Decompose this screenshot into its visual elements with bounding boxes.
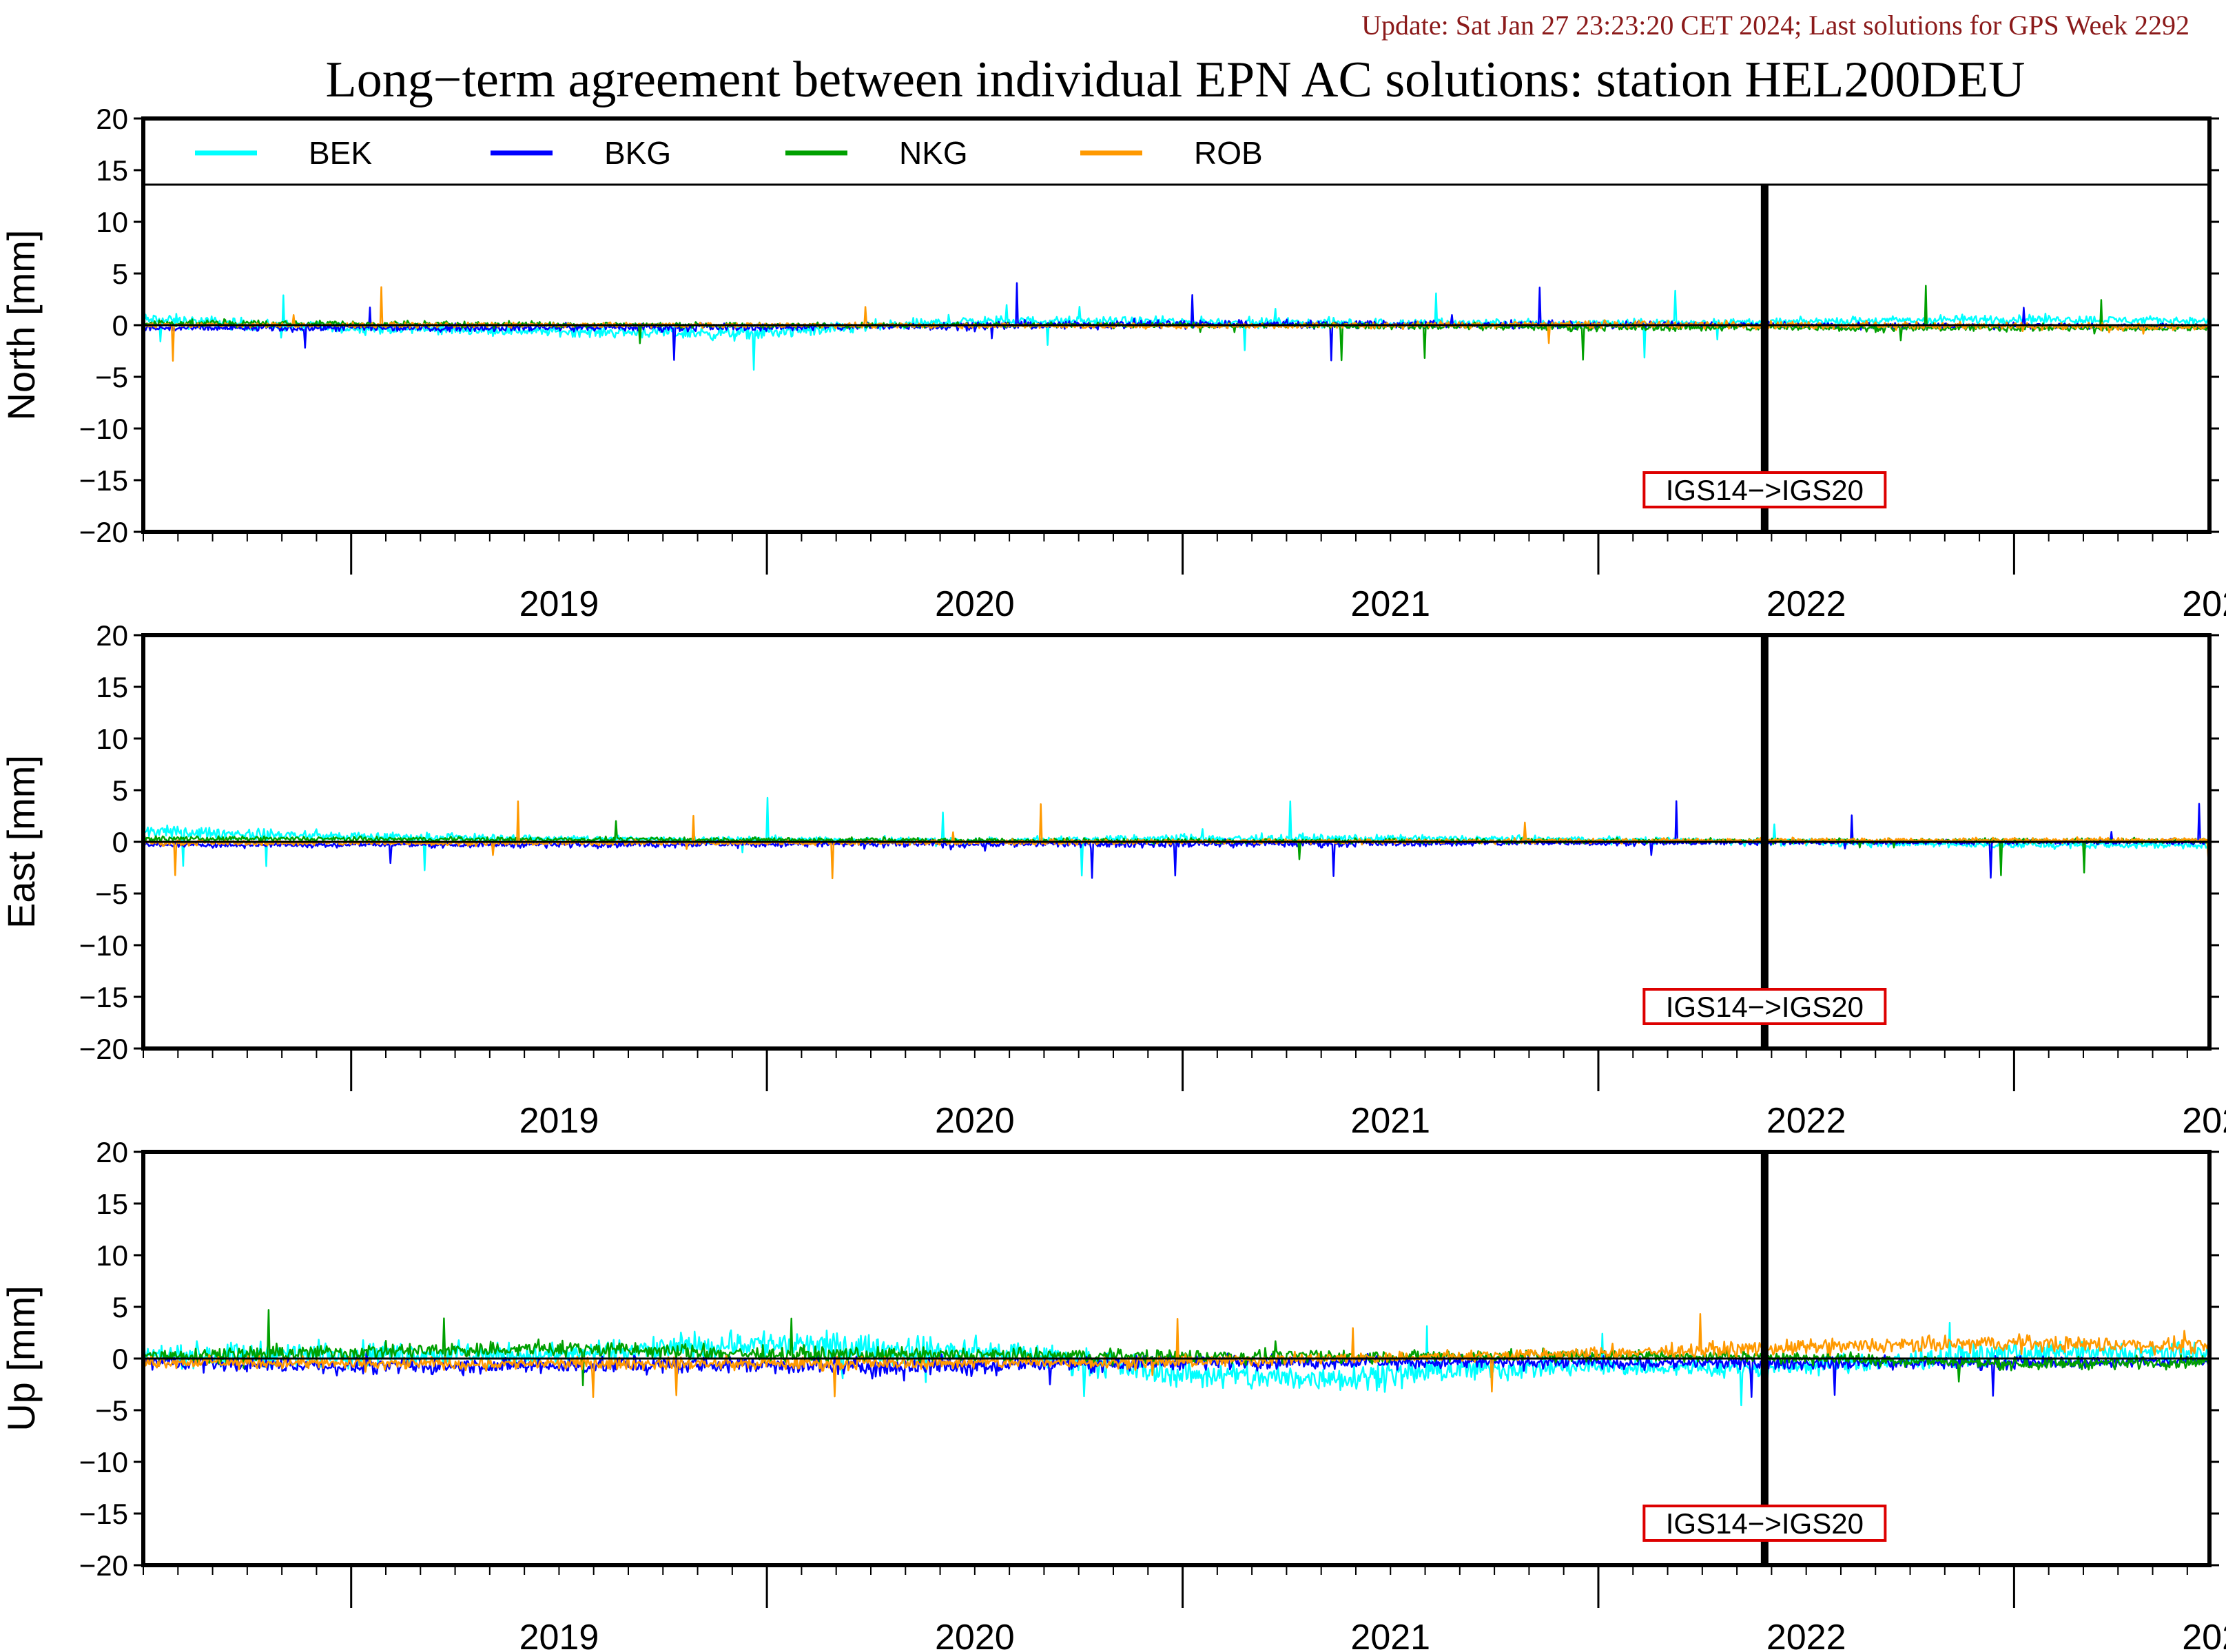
x-tick-label: 2021 bbox=[1350, 584, 1430, 624]
y-tick-label: 15 bbox=[96, 1188, 128, 1220]
panel-2: East [mm] −20 −15 −10 −5 0 5 10 15 20 2019 2020 2021… bbox=[0, 619, 2226, 1141]
annotation-label: IGS14−>IGS20 bbox=[1666, 474, 1864, 506]
x-tick-label: 2023 bbox=[2182, 1101, 2226, 1141]
y-axis-label: Up [mm] bbox=[0, 1286, 43, 1432]
x-tick-label: 2022 bbox=[1766, 584, 1846, 624]
y-tick-label: −15 bbox=[79, 981, 128, 1013]
x-tick-label: 2022 bbox=[1766, 1618, 1846, 1652]
annotation-label: IGS14−>IGS20 bbox=[1666, 991, 1864, 1023]
x-tick-label: 2022 bbox=[1766, 1101, 1846, 1141]
y-tick-label: 20 bbox=[96, 1136, 128, 1168]
x-tick-label: 2019 bbox=[519, 584, 599, 624]
y-tick-label: −15 bbox=[79, 1498, 128, 1530]
annotation-box bbox=[1642, 988, 1887, 1025]
y-tick-label: −5 bbox=[95, 361, 128, 393]
y-tick-label: 5 bbox=[112, 774, 128, 807]
legend-label: BEK bbox=[309, 135, 372, 171]
panel-frame bbox=[141, 1150, 2212, 1567]
y-tick-label: −10 bbox=[79, 1446, 128, 1478]
series-line-rob bbox=[143, 1313, 2209, 1398]
y-tick-label: 10 bbox=[96, 1239, 128, 1272]
series-group bbox=[143, 796, 2209, 880]
x-tick-label: 2019 bbox=[519, 1618, 599, 1652]
panel-3: Up [mm] −20 −15 −10 −5 0 5 10 15 20 2019 2020 2021 20… bbox=[0, 1136, 2226, 1652]
y-tick-label: 20 bbox=[96, 619, 128, 652]
y-tick-label: 15 bbox=[96, 154, 128, 187]
y-tick-label: 10 bbox=[96, 206, 128, 238]
chart-title: Long−term agreement between individual E… bbox=[326, 52, 2026, 108]
y-tick-label: 0 bbox=[112, 309, 128, 342]
y-tick-label: 5 bbox=[112, 1291, 128, 1323]
series-line-bkg bbox=[143, 282, 2209, 362]
x-tick-label: 2023 bbox=[2182, 1618, 2226, 1652]
y-tick-label: 5 bbox=[112, 258, 128, 290]
y-tick-label: −5 bbox=[95, 878, 128, 910]
x-tick-label: 2023 bbox=[2182, 584, 2226, 624]
y-tick-label: 0 bbox=[112, 1343, 128, 1375]
x-tick-label: 2021 bbox=[1350, 1101, 1430, 1141]
y-axis-label: North [mm] bbox=[0, 230, 43, 421]
series-group bbox=[143, 1309, 2209, 1407]
y-tick-label: −10 bbox=[79, 413, 128, 445]
y-tick-label: −20 bbox=[79, 516, 128, 548]
legend-background bbox=[143, 118, 2209, 185]
x-tick-label: 2020 bbox=[935, 584, 1015, 624]
y-tick-label: 10 bbox=[96, 723, 128, 755]
y-tick-label: 20 bbox=[96, 103, 128, 135]
y-tick-label: −5 bbox=[95, 1394, 128, 1427]
panel-frame bbox=[141, 633, 2212, 1051]
y-tick-label: 0 bbox=[112, 826, 128, 858]
panel-frame bbox=[141, 116, 2212, 534]
x-tick-label: 2021 bbox=[1350, 1618, 1430, 1652]
series-group bbox=[143, 282, 2209, 371]
legend-label: ROB bbox=[1194, 135, 1263, 171]
y-axis-label: East [mm] bbox=[0, 755, 43, 929]
annotation-box bbox=[1642, 1505, 1887, 1542]
update-note: Update: Sat Jan 27 23:23:20 CET 2024; La… bbox=[1361, 10, 2189, 41]
x-tick-label: 2020 bbox=[935, 1101, 1015, 1141]
y-tick-label: −15 bbox=[79, 464, 128, 497]
y-tick-label: −20 bbox=[79, 1033, 128, 1065]
annotation-label: IGS14−>IGS20 bbox=[1666, 1507, 1864, 1540]
y-tick-label: 15 bbox=[96, 671, 128, 703]
y-tick-label: −10 bbox=[79, 929, 128, 962]
panel-1: North [mm] −20 −15 −10 −5 0 5 10 15 20 2019 2020 202… bbox=[0, 103, 2226, 624]
legend-label: NKG bbox=[899, 135, 968, 171]
y-tick-label: −20 bbox=[79, 1549, 128, 1582]
annotation-box bbox=[1642, 471, 1887, 508]
x-tick-label: 2019 bbox=[519, 1101, 599, 1141]
x-tick-label: 2020 bbox=[935, 1618, 1015, 1652]
legend-label: BKG bbox=[604, 135, 671, 171]
